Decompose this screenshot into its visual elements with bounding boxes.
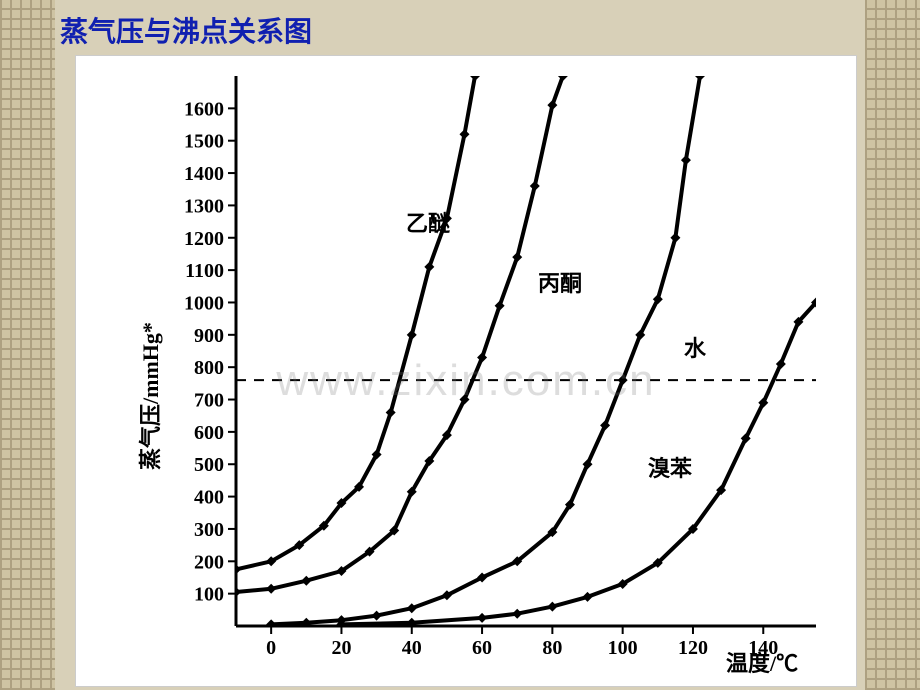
page-root: 蒸气压与沸点关系图 100200300400500600700800900100…	[0, 0, 920, 690]
svg-text:乙醚: 乙醚	[406, 211, 450, 236]
svg-text:1400: 1400	[184, 163, 224, 185]
svg-text:水: 水	[684, 336, 707, 361]
decorative-border-right	[865, 0, 920, 690]
svg-text:100: 100	[194, 584, 224, 606]
svg-text:1600: 1600	[184, 98, 224, 120]
svg-text:900: 900	[194, 325, 224, 347]
page-title: 蒸气压与沸点关系图	[60, 10, 312, 50]
svg-text:100: 100	[608, 637, 638, 659]
svg-text:600: 600	[194, 422, 224, 444]
svg-text:20: 20	[331, 637, 351, 659]
vapor-pressure-chart: 1002003004005006007008009001000110012001…	[76, 56, 856, 686]
svg-text:1200: 1200	[184, 228, 224, 250]
svg-text:1000: 1000	[184, 292, 224, 314]
svg-text:500: 500	[194, 454, 224, 476]
svg-text:溴苯: 溴苯	[648, 456, 693, 481]
svg-text:1500: 1500	[184, 131, 224, 153]
svg-text:1300: 1300	[184, 195, 224, 217]
svg-text:200: 200	[194, 551, 224, 573]
svg-text:40: 40	[402, 637, 422, 659]
svg-text:1100: 1100	[185, 260, 224, 282]
svg-text:60: 60	[472, 637, 492, 659]
svg-text:丙酮: 丙酮	[538, 271, 582, 296]
svg-text:800: 800	[194, 357, 224, 379]
svg-text:温度/℃: 温度/℃	[726, 651, 798, 676]
decorative-border-left	[0, 0, 55, 690]
svg-text:300: 300	[194, 519, 224, 541]
svg-text:120: 120	[678, 637, 708, 659]
svg-text:80: 80	[542, 637, 562, 659]
chart-container: 1002003004005006007008009001000110012001…	[75, 55, 857, 687]
svg-text:蒸气压/mmHg*: 蒸气压/mmHg*	[138, 322, 163, 470]
svg-text:400: 400	[194, 487, 224, 509]
svg-text:0: 0	[266, 637, 276, 659]
svg-text:700: 700	[194, 390, 224, 412]
